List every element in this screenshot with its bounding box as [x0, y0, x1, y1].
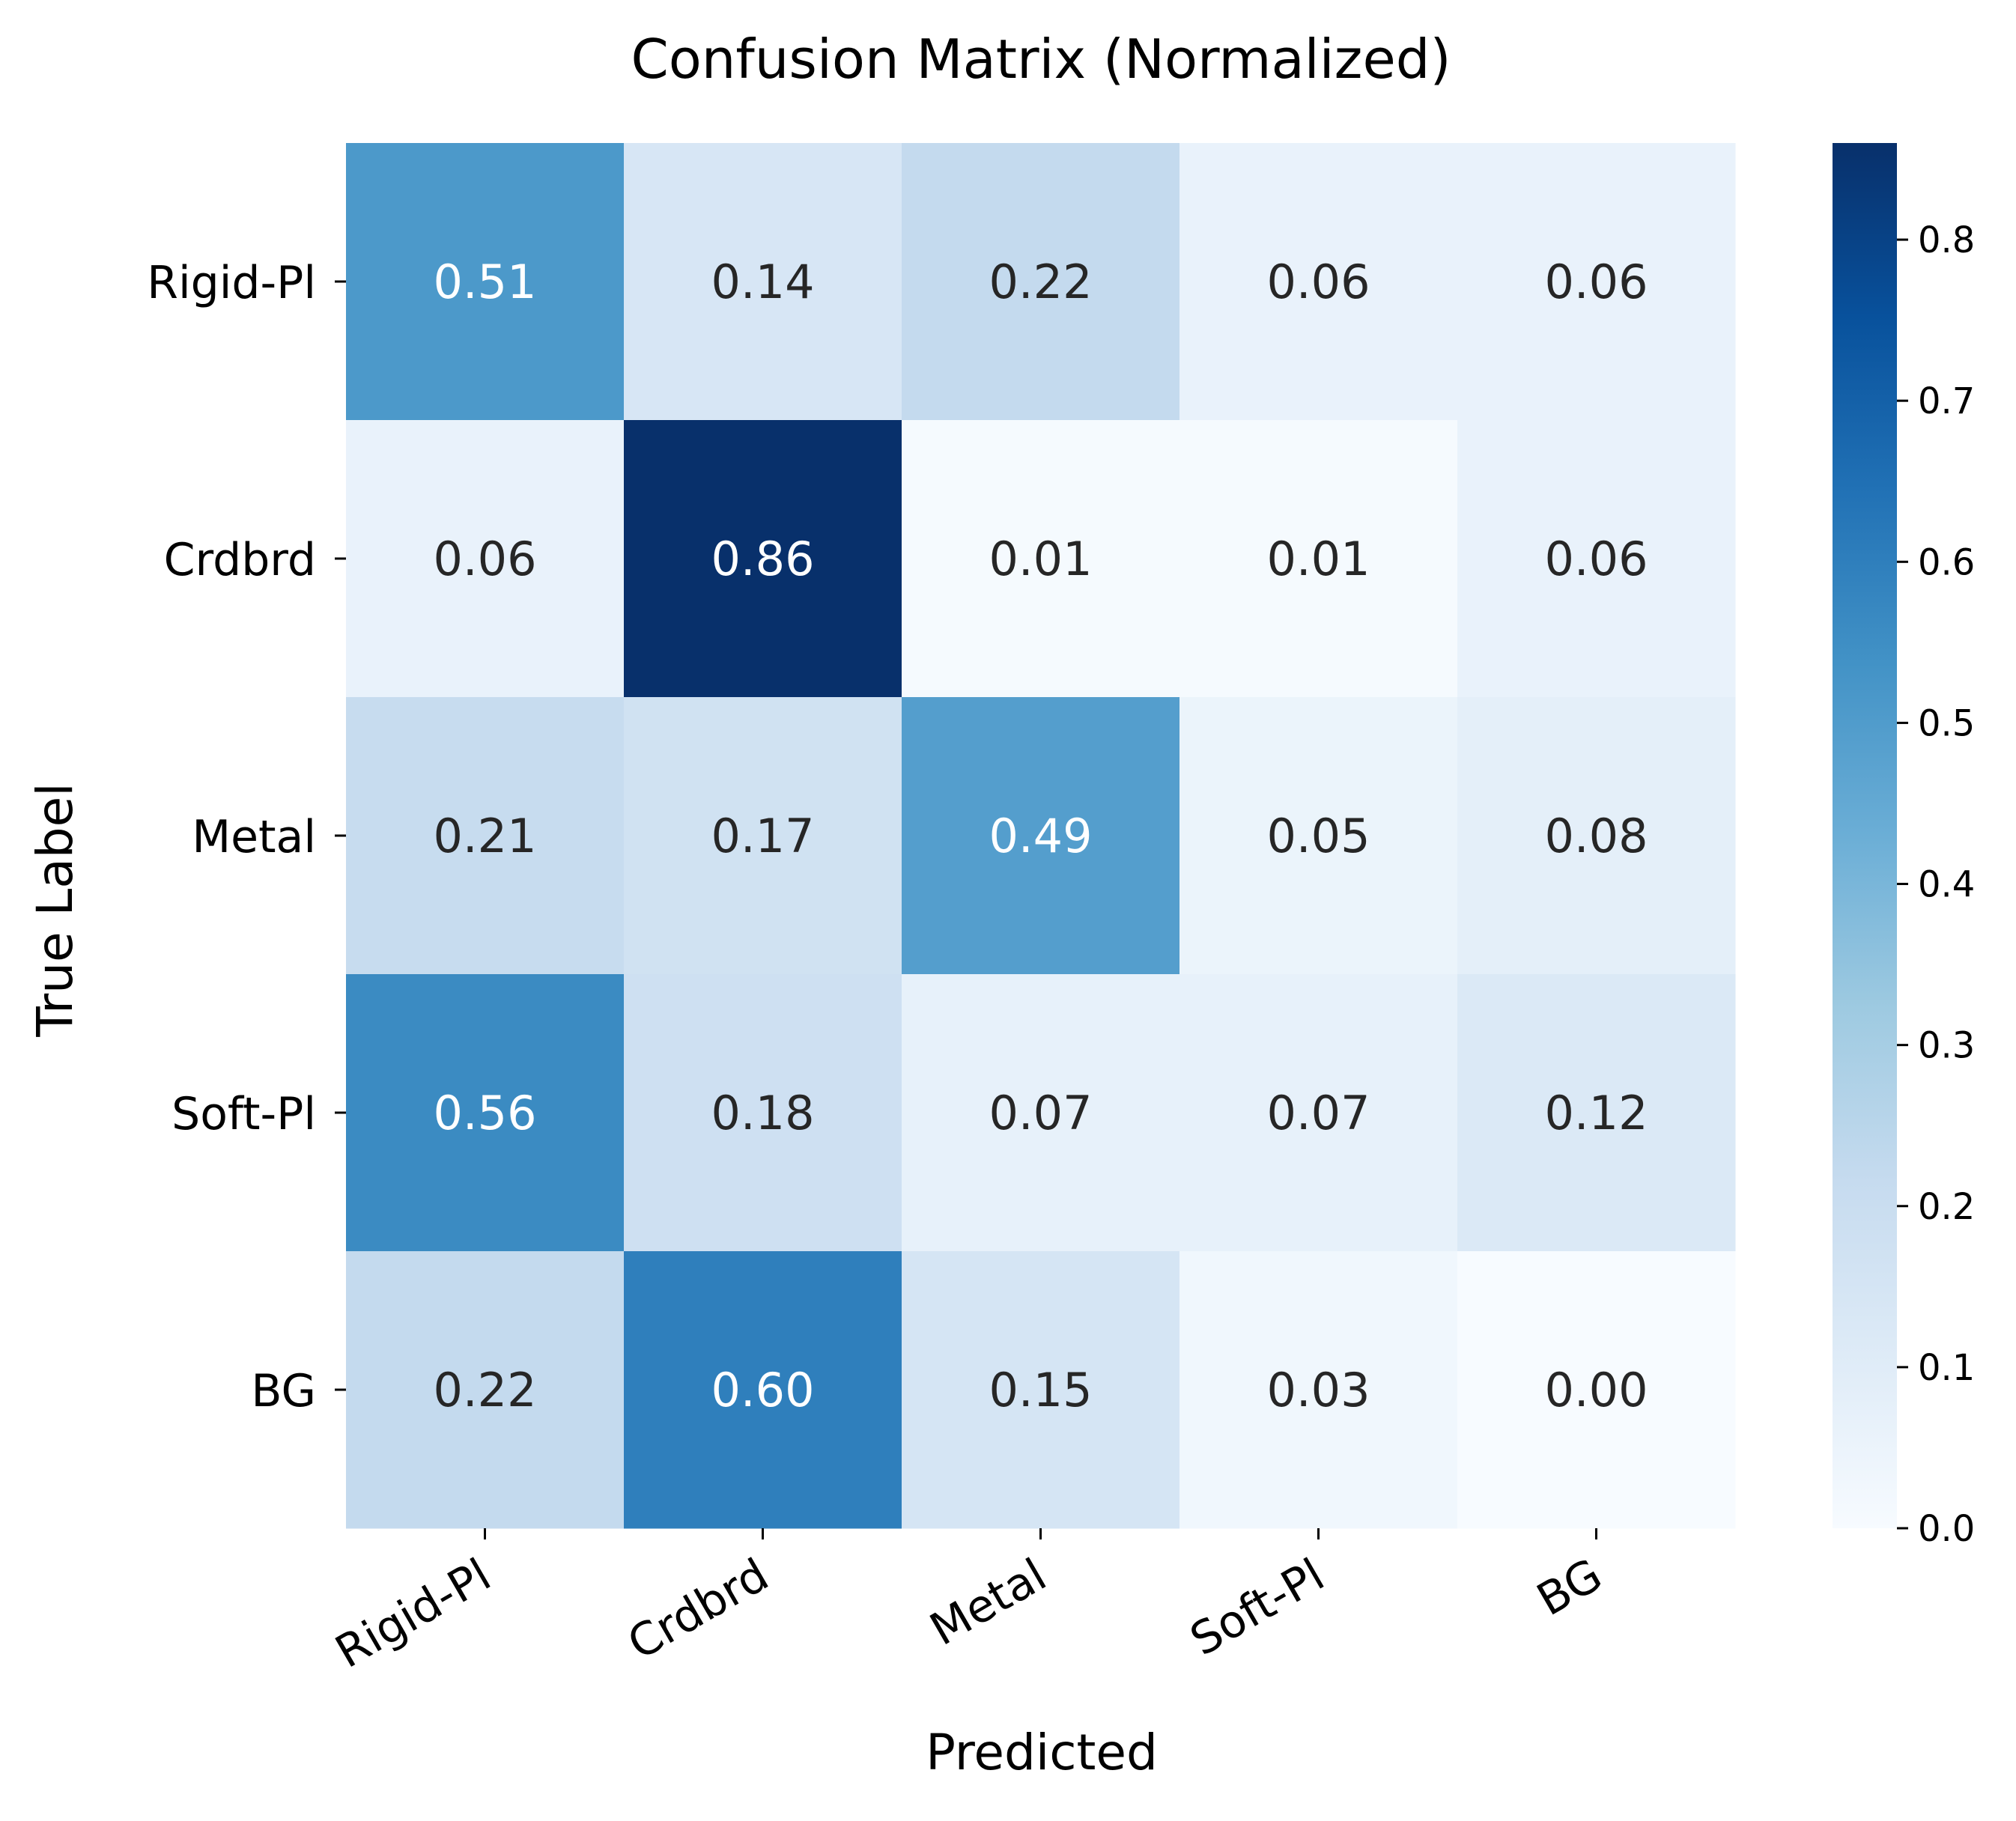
- cell-value-label: 0.22: [989, 255, 1092, 309]
- y-axis-label: True Label: [26, 782, 84, 1037]
- cell-value-label: 0.60: [711, 1363, 814, 1417]
- cell-value-label: 0.18: [711, 1086, 814, 1140]
- x-tick-label: Soft-Pl: [1182, 1548, 1333, 1666]
- colorbar: [1833, 143, 1897, 1528]
- cell-value-label: 0.06: [1266, 255, 1370, 309]
- cell-value-label: 0.49: [989, 809, 1092, 863]
- cell-value-label: 0.01: [1266, 532, 1370, 586]
- y-tick-label: Rigid-Pl: [147, 257, 316, 309]
- colorbar-tick-label: 0.0: [1918, 1508, 1975, 1550]
- cell-value-label: 0.14: [711, 255, 814, 309]
- cell-value-label: 0.07: [989, 1086, 1092, 1140]
- heatmap-cell: [624, 143, 902, 421]
- y-tick-label: BG: [251, 1365, 316, 1417]
- cell-value-label: 0.06: [1544, 532, 1648, 586]
- cell-value-label: 0.06: [433, 532, 536, 586]
- cell-value-label: 0.05: [1266, 809, 1370, 863]
- cell-value-label: 0.07: [1266, 1086, 1370, 1140]
- cell-value-label: 0.08: [1544, 809, 1648, 863]
- x-axis: Rigid-Pl Crdbrd Metal Soft-Pl BG: [327, 1528, 1611, 1679]
- heatmap-cell: [902, 974, 1180, 1252]
- cell-value-label: 0.17: [711, 809, 814, 863]
- x-tick-label: Crdbrd: [619, 1548, 777, 1670]
- colorbar-ticks: 0.0 0.1 0.2 0.3 0.4 0.5 0.6 0.7 0.8: [1897, 219, 1975, 1550]
- colorbar-tick-label: 0.7: [1918, 380, 1975, 422]
- x-tick-label: Rigid-Pl: [327, 1548, 500, 1678]
- y-axis: Rigid-Pl Crdbrd Metal Soft-Pl BG: [147, 257, 346, 1417]
- x-tick-label: Metal: [922, 1548, 1055, 1656]
- cell-value-label: 0.21: [433, 809, 536, 863]
- heatmap-cell: [1457, 974, 1736, 1252]
- heatmap-cell: [624, 1251, 902, 1529]
- x-tick-label: BG: [1528, 1548, 1611, 1626]
- heatmap-cell: [624, 974, 902, 1252]
- heatmap-cell: [902, 420, 1180, 698]
- x-axis-label: Predicted: [926, 1724, 1158, 1781]
- y-tick-label: Metal: [192, 811, 316, 863]
- heatmap-cell: [346, 143, 625, 421]
- cell-value-label: 0.86: [711, 532, 814, 586]
- colorbar-tick-label: 0.8: [1918, 219, 1975, 261]
- heatmap-cell: [1179, 697, 1458, 975]
- heatmap-cell: [1457, 420, 1736, 698]
- cell-value-label: 0.51: [433, 255, 536, 309]
- heatmap-cell: [1457, 143, 1736, 421]
- y-tick-label: Soft-Pl: [171, 1088, 316, 1140]
- heatmap-cell: [1179, 420, 1458, 698]
- heatmap-cell: [624, 697, 902, 975]
- cell-value-label: 0.22: [433, 1363, 536, 1417]
- cell-value-label: 0.06: [1544, 255, 1648, 309]
- heatmap-cell: [346, 974, 625, 1252]
- cell-value-label: 0.56: [433, 1086, 536, 1140]
- cell-value-label: 0.03: [1266, 1363, 1370, 1417]
- heatmap-cell: [1179, 1251, 1458, 1529]
- heatmap-cell: [1179, 974, 1458, 1252]
- y-tick-label: Crdbrd: [164, 534, 316, 586]
- heatmap-cell: [902, 697, 1180, 975]
- heatmap-cell: [1457, 1251, 1736, 1529]
- cell-value-label: 0.01: [989, 532, 1092, 586]
- cell-value-label: 0.12: [1544, 1086, 1648, 1140]
- heatmap-cell-labels: 0.51 0.14 0.22 0.06 0.06 0.06 0.86 0.01 0.01 0.06…: [433, 255, 1648, 1417]
- heatmap-cell: [346, 697, 625, 975]
- colorbar-tick-label: 0.5: [1918, 702, 1975, 744]
- cell-value-label: 0.15: [989, 1363, 1092, 1417]
- colorbar-tick-label: 0.3: [1918, 1025, 1975, 1067]
- chart-title: Confusion Matrix (Normalized): [631, 28, 1451, 91]
- heatmap-cell: [902, 143, 1180, 421]
- cell-value-label: 0.00: [1544, 1363, 1648, 1417]
- heatmap-cell: [1457, 697, 1736, 975]
- colorbar-tick-label: 0.4: [1918, 864, 1975, 906]
- heatmap-cell: [624, 420, 902, 698]
- colorbar-tick-label: 0.2: [1918, 1186, 1975, 1228]
- colorbar-tick-label: 0.1: [1918, 1347, 1975, 1389]
- heatmap-cell: [346, 420, 625, 698]
- heatmap-cells: [346, 143, 1736, 1529]
- colorbar-tick-label: 0.6: [1918, 541, 1975, 583]
- heatmap-cell: [1179, 143, 1458, 421]
- heatmap-cell: [902, 1251, 1180, 1529]
- heatmap-cell: [346, 1251, 625, 1529]
